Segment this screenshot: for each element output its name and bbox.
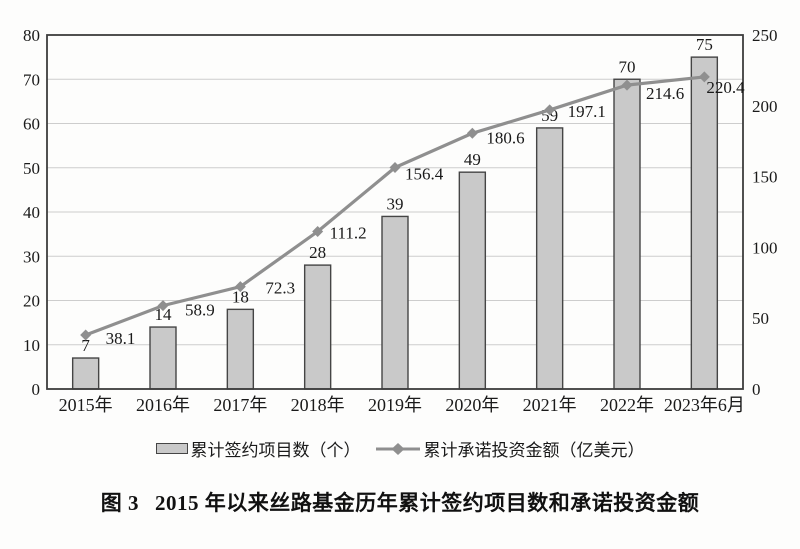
svg-text:180.6: 180.6	[486, 128, 524, 147]
svg-text:20: 20	[23, 292, 40, 311]
figure-caption: 图 3 2015 年以来丝路基金历年累计签约项目数和承诺投资金额	[0, 487, 800, 517]
svg-text:75: 75	[696, 35, 713, 54]
svg-text:70: 70	[23, 70, 40, 89]
svg-text:14: 14	[155, 305, 173, 324]
line-swatch-icon	[375, 442, 420, 455]
svg-text:10: 10	[23, 336, 40, 355]
svg-text:80: 80	[23, 26, 40, 45]
bar-swatch-icon	[155, 443, 188, 454]
svg-text:58.9: 58.9	[185, 301, 215, 320]
svg-text:2015年: 2015年	[59, 395, 113, 415]
svg-text:38.1: 38.1	[106, 329, 136, 348]
svg-text:2017年: 2017年	[213, 395, 267, 415]
svg-text:28: 28	[309, 243, 326, 262]
svg-text:150: 150	[752, 168, 778, 187]
svg-text:100: 100	[752, 238, 778, 257]
svg-text:72.3: 72.3	[265, 279, 295, 298]
legend-item-bars: 累计签约项目数（个）	[155, 436, 361, 461]
svg-text:2023年6月: 2023年6月	[664, 395, 745, 415]
figure-label: 图 3	[100, 491, 139, 515]
svg-text:0: 0	[752, 380, 761, 399]
svg-text:200: 200	[752, 97, 778, 116]
svg-text:39: 39	[387, 194, 404, 213]
svg-text:214.6: 214.6	[646, 84, 684, 103]
svg-text:197.1: 197.1	[568, 102, 606, 121]
chart-legend: 累计签约项目数（个） 累计承诺投资金额（亿美元）	[0, 436, 800, 461]
svg-text:2019年: 2019年	[368, 395, 422, 415]
svg-text:2018年: 2018年	[291, 395, 345, 415]
svg-text:2021年: 2021年	[523, 395, 577, 415]
svg-text:2020年: 2020年	[445, 395, 499, 415]
svg-text:49: 49	[464, 150, 481, 169]
svg-text:250: 250	[752, 26, 778, 45]
svg-text:220.4: 220.4	[706, 78, 745, 97]
svg-text:111.2: 111.2	[330, 224, 367, 243]
svg-text:7: 7	[81, 336, 90, 355]
svg-text:50: 50	[23, 159, 40, 178]
svg-text:2016年: 2016年	[136, 395, 190, 415]
combo-chart-canvas: 7141828394959707538.158.972.3111.2156.41…	[23, 26, 778, 415]
svg-text:70: 70	[619, 57, 636, 76]
svg-text:0: 0	[32, 380, 41, 399]
legend-label-line: 累计承诺投资金额（亿美元）	[423, 441, 645, 460]
svg-text:50: 50	[752, 309, 769, 328]
legend-label-bars: 累计签约项目数（个）	[190, 441, 361, 460]
svg-text:40: 40	[23, 203, 40, 222]
svg-text:60: 60	[23, 115, 40, 134]
svg-text:18: 18	[232, 287, 249, 306]
svg-text:156.4: 156.4	[405, 165, 444, 184]
svg-text:30: 30	[23, 247, 40, 266]
figure-title: 2015 年以来丝路基金历年累计签约项目数和承诺投资金额	[155, 491, 700, 515]
svg-text:2022年: 2022年	[600, 395, 654, 415]
legend-item-line: 累计承诺投资金额（亿美元）	[375, 436, 645, 461]
